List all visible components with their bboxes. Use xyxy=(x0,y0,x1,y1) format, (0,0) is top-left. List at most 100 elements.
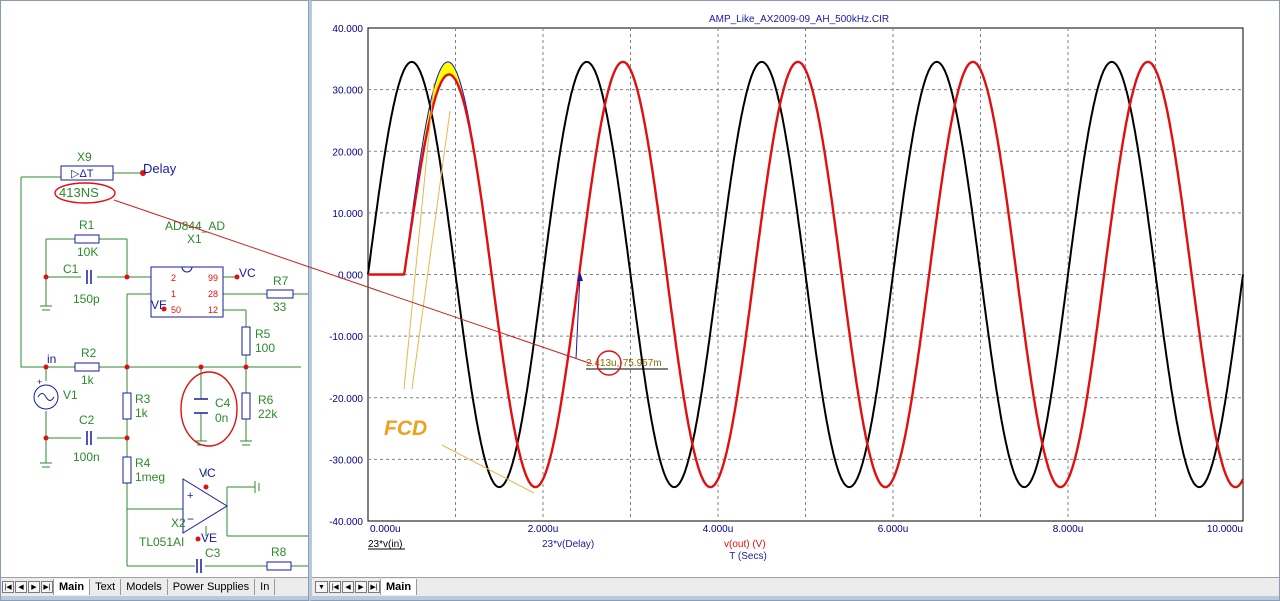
resistor-r7[interactable] xyxy=(266,289,294,299)
x9-value: 413NS xyxy=(59,185,99,200)
svg-text:2: 2 xyxy=(171,273,176,283)
svg-text:V1: V1 xyxy=(63,388,78,402)
svg-text:+: + xyxy=(37,377,42,387)
first-page-button[interactable]: |◀ xyxy=(2,581,14,593)
capacitor-c2[interactable] xyxy=(86,431,92,445)
resistor-r2[interactable] xyxy=(74,362,100,372)
prev-page-button[interactable]: ◀ xyxy=(342,581,354,593)
chevron-down-icon[interactable]: ▼ xyxy=(315,581,328,593)
capacitor-c4[interactable] xyxy=(194,398,208,414)
svg-text:10K: 10K xyxy=(77,245,98,259)
y-tick-label: 0.000 xyxy=(338,271,363,282)
tab-main[interactable]: Main xyxy=(53,579,91,595)
svg-text:X2: X2 xyxy=(171,516,186,530)
x-tick-label: 6.000u xyxy=(878,524,909,535)
svg-text:150p: 150p xyxy=(73,292,100,306)
svg-text:1meg: 1meg xyxy=(135,470,165,484)
tab-models[interactable]: Models xyxy=(121,579,168,595)
voltage-source-v1[interactable]: + xyxy=(33,377,59,410)
y-tick-label: -20.000 xyxy=(329,394,363,405)
x9-name: X9 xyxy=(77,150,92,164)
svg-text:R6: R6 xyxy=(258,393,274,407)
in-net-label: in xyxy=(47,352,56,366)
capacitor-c3[interactable] xyxy=(196,559,202,573)
next-page-button[interactable]: ▶ xyxy=(28,581,40,593)
svg-text:R4: R4 xyxy=(135,456,151,470)
series-line-0 xyxy=(367,60,1244,489)
y-tick-label: 20.000 xyxy=(332,147,363,158)
svg-text:▷ΔT: ▷ΔT xyxy=(71,168,94,180)
prev-page-button[interactable]: ◀ xyxy=(15,581,27,593)
first-page-button[interactable]: |◀ xyxy=(329,581,341,593)
svg-text:C3: C3 xyxy=(205,546,221,560)
next-page-button[interactable]: ▶ xyxy=(355,581,367,593)
y-tick-label: -10.000 xyxy=(329,332,363,343)
x-tick-label: 2.000u xyxy=(528,524,559,535)
y-tick-label: -40.000 xyxy=(329,517,363,528)
svg-text:VE: VE xyxy=(201,531,217,545)
fcd-annotation: FCD xyxy=(384,417,427,440)
svg-text:TL051AI: TL051AI xyxy=(139,535,184,549)
svg-text:R5: R5 xyxy=(255,327,271,341)
x-tick-label: 0.000u xyxy=(370,524,401,535)
schematic-window[interactable]: ▷ΔT X9 413NS Delay R1 10K AD844_AD X1 C1… xyxy=(0,0,309,601)
resistor-r5[interactable] xyxy=(241,326,251,356)
resistor-r6[interactable] xyxy=(241,392,251,420)
y-tick-label: -30.000 xyxy=(329,455,363,466)
series-line-2 xyxy=(368,60,1245,489)
ic-name-label: X1 xyxy=(187,232,202,246)
svg-text:R1: R1 xyxy=(79,218,95,232)
svg-text:12: 12 xyxy=(208,305,218,315)
svg-text:50: 50 xyxy=(171,305,181,315)
svg-text:R8: R8 xyxy=(271,545,287,559)
capacitor-c1[interactable] xyxy=(86,270,92,284)
ic-part-label: AD844_AD xyxy=(165,219,225,233)
plot-tab-bar: ▼ |◀ ◀ ▶ ▶| Main xyxy=(312,577,1279,596)
legend-label: 23*v(in) xyxy=(368,539,402,550)
resistor-r4[interactable] xyxy=(122,456,132,484)
y-tick-label: 10.000 xyxy=(332,209,363,220)
plot-window[interactable]: AMP_Like_AX2009-09_AH_500kHz.CIR 40.000 3… xyxy=(309,0,1280,601)
y-tick-label: 40.000 xyxy=(332,24,363,35)
schematic-canvas[interactable]: ▷ΔT X9 413NS Delay R1 10K AD844_AD X1 C1… xyxy=(1,1,309,576)
delay-net-label: Delay xyxy=(143,161,177,176)
svg-text:+: + xyxy=(187,490,193,502)
svg-text:C2: C2 xyxy=(79,413,95,427)
legend-label: v(out) (V) xyxy=(724,539,766,550)
x9-value-highlight xyxy=(54,182,116,204)
y-tick-label: 30.000 xyxy=(332,86,363,97)
svg-text:VC: VC xyxy=(239,266,256,280)
svg-text:28: 28 xyxy=(208,289,218,299)
svg-text:1: 1 xyxy=(171,289,176,299)
tab-main[interactable]: Main xyxy=(380,579,418,595)
svg-text:0n: 0n xyxy=(215,411,228,425)
cursor-highlight xyxy=(596,350,622,376)
delay-block-x9[interactable]: ▷ΔT X9 413NS xyxy=(54,150,116,204)
svg-text:33: 33 xyxy=(273,300,287,314)
svg-text:22k: 22k xyxy=(258,407,278,421)
resistor-r3[interactable] xyxy=(122,392,132,420)
delay-node[interactable] xyxy=(140,170,146,176)
waveform-chart[interactable]: AMP_Like_AX2009-09_AH_500kHz.CIR 40.000 3… xyxy=(312,1,1280,576)
schematic-tab-bar: |◀ ◀ ▶ ▶| Main Text Models Power Supplie… xyxy=(1,577,308,596)
x-tick-label: 8.000u xyxy=(1053,524,1084,535)
tab-in[interactable]: In xyxy=(255,579,276,595)
last-page-button[interactable]: ▶| xyxy=(368,581,380,593)
last-page-button[interactable]: ▶| xyxy=(41,581,53,593)
svg-text:C4: C4 xyxy=(215,396,231,410)
op-amp-x2[interactable]: + − xyxy=(182,478,228,534)
tab-power-supplies[interactable]: Power Supplies xyxy=(168,579,256,595)
resistor-r1[interactable] xyxy=(74,234,100,244)
resistor-r8[interactable] xyxy=(266,561,292,571)
cursor-readout: 2.413u,-75.957m xyxy=(586,358,662,369)
svg-text:C1: C1 xyxy=(63,262,79,276)
svg-text:R7: R7 xyxy=(273,274,289,288)
svg-text:−: − xyxy=(187,512,194,526)
annotations: FCD 2.413u,-75.957m xyxy=(384,82,668,494)
svg-text:R2: R2 xyxy=(81,346,97,360)
svg-text:1k: 1k xyxy=(135,406,149,420)
tab-text[interactable]: Text xyxy=(90,579,122,595)
svg-text:99: 99 xyxy=(208,273,218,283)
x-tick-label: 10.000u xyxy=(1207,524,1243,535)
svg-text:R3: R3 xyxy=(135,392,151,406)
